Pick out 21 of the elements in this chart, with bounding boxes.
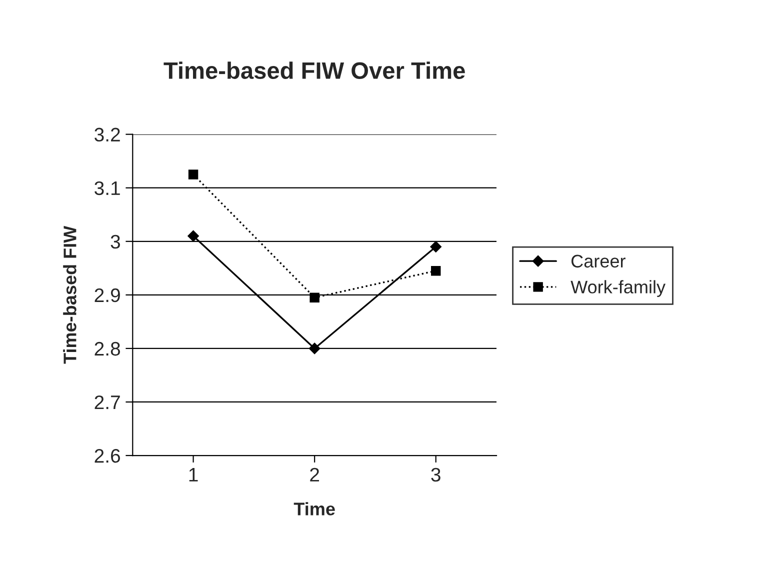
y-tick-label: 3 [110, 234, 120, 249]
legend-label: Career [571, 254, 626, 268]
point [188, 230, 199, 242]
point [430, 266, 441, 276]
x-tick-label: 1 [189, 468, 198, 482]
chart-title: Time-based FIW Over Time [164, 62, 465, 79]
y-tick-label: 2.6 [94, 448, 120, 463]
x-axis-title: Time [294, 502, 335, 516]
y-tick-label: 2.7 [94, 395, 120, 410]
point [188, 170, 198, 180]
y-tick-label: 3.1 [94, 181, 120, 196]
y-axis-title: Time-based FIW [63, 226, 76, 364]
y-tick-label: 2.9 [94, 288, 120, 302]
y-tick-label: 3.2 [94, 128, 120, 142]
y-tick-label: 2.8 [94, 342, 120, 356]
x-tick-label: 2 [310, 468, 319, 482]
legend-label: Work-family [570, 280, 666, 297]
point [308, 342, 320, 354]
x-tick-label: 3 [431, 468, 440, 482]
point [430, 241, 442, 252]
point [310, 292, 320, 302]
